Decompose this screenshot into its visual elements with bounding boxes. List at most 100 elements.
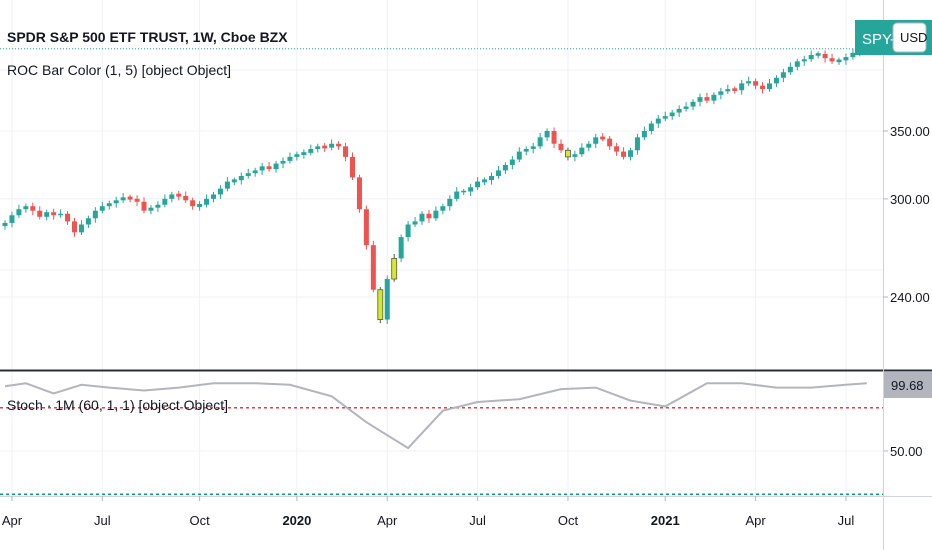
time-axis[interactable]: Apr Jul Oct 2020 Apr Jul Oct 2021 Apr Jul [2,496,855,528]
candle[interactable] [767,83,772,90]
candle[interactable] [85,218,91,225]
candle[interactable] [600,136,606,140]
candle[interactable] [190,200,196,207]
candle[interactable] [106,203,112,207]
candle[interactable] [9,215,15,223]
candle[interactable] [329,143,335,148]
candle[interactable] [204,198,210,205]
candle[interactable] [461,190,467,193]
candle[interactable] [273,163,279,170]
symbol-badge[interactable]: SPY - USD [855,20,932,55]
candle[interactable] [322,145,328,149]
candle[interactable] [433,210,439,219]
candle[interactable] [30,206,36,211]
candle[interactable] [704,97,710,101]
candle[interactable] [565,149,571,158]
candle[interactable] [301,152,307,155]
candle[interactable] [377,289,384,320]
candle[interactable] [127,196,133,200]
candle[interactable] [197,203,203,207]
candle[interactable] [509,159,515,165]
candle[interactable] [398,237,404,259]
candle[interactable] [614,146,620,152]
candle[interactable] [475,181,481,188]
candle[interactable] [593,137,599,144]
candle[interactable] [370,245,376,290]
candle[interactable] [183,195,189,201]
candle[interactable] [44,212,50,217]
candles-layer[interactable] [0,45,870,324]
candle[interactable] [822,53,828,59]
candle[interactable] [356,177,362,210]
candle[interactable] [468,187,474,192]
candle[interactable] [586,143,592,148]
candle[interactable] [141,201,147,211]
candle[interactable] [266,166,272,170]
price-axis[interactable]: 350.00 300.00 240.00 [883,124,930,305]
candle[interactable] [690,101,696,107]
candle[interactable] [155,204,161,208]
candle[interactable] [37,210,43,217]
candle[interactable] [391,258,398,280]
candle[interactable] [51,212,57,216]
candle[interactable] [655,118,661,124]
candle[interactable] [628,150,633,157]
candle[interactable] [530,146,536,149]
candle[interactable] [502,164,508,171]
candle[interactable] [607,138,613,147]
candle[interactable] [447,198,453,207]
candle[interactable] [176,193,182,197]
candle[interactable] [287,156,293,161]
candle[interactable] [558,143,564,151]
candle[interactable] [245,173,251,176]
candle[interactable] [648,123,654,131]
candle[interactable] [489,175,494,181]
currency-button[interactable] [892,22,927,53]
candle[interactable] [544,131,550,138]
candle[interactable] [294,154,300,157]
candle[interactable] [419,213,425,222]
candle[interactable] [65,213,71,222]
candle[interactable] [308,148,314,153]
candle[interactable] [579,147,585,155]
candle[interactable] [231,179,237,183]
candle[interactable] [78,224,84,233]
currency-button-label[interactable]: USD [900,30,927,45]
candle[interactable] [148,207,154,211]
candle[interactable] [773,77,779,84]
candle[interactable] [2,222,8,227]
candle[interactable] [836,59,842,63]
candle[interactable] [238,175,244,181]
candle[interactable] [669,112,675,117]
candle[interactable] [120,197,126,201]
candle[interactable] [350,156,355,178]
candle[interactable] [252,170,258,174]
candle[interactable] [641,131,647,138]
candle[interactable] [683,106,689,109]
candle[interactable] [343,146,349,157]
candle[interactable] [363,209,369,246]
candle[interactable] [787,66,793,73]
candle[interactable] [780,72,786,78]
candle[interactable] [697,97,703,102]
candle[interactable] [718,91,724,95]
candle[interactable] [405,224,411,238]
candle[interactable] [760,85,766,90]
candle[interactable] [523,148,529,152]
candle[interactable] [315,146,321,149]
candle[interactable] [426,213,432,219]
candle[interactable] [732,88,738,91]
candle[interactable] [725,89,731,92]
candle[interactable] [850,52,856,58]
candle[interactable] [711,94,717,101]
candle[interactable] [259,166,265,171]
candle[interactable] [169,194,175,199]
candle[interactable] [621,151,627,157]
candle[interactable] [58,213,64,216]
candle[interactable] [739,83,745,91]
candle[interactable] [634,137,640,151]
candle[interactable] [217,188,223,195]
candle[interactable] [495,170,501,176]
candle[interactable] [440,206,446,211]
candle[interactable] [808,54,814,60]
